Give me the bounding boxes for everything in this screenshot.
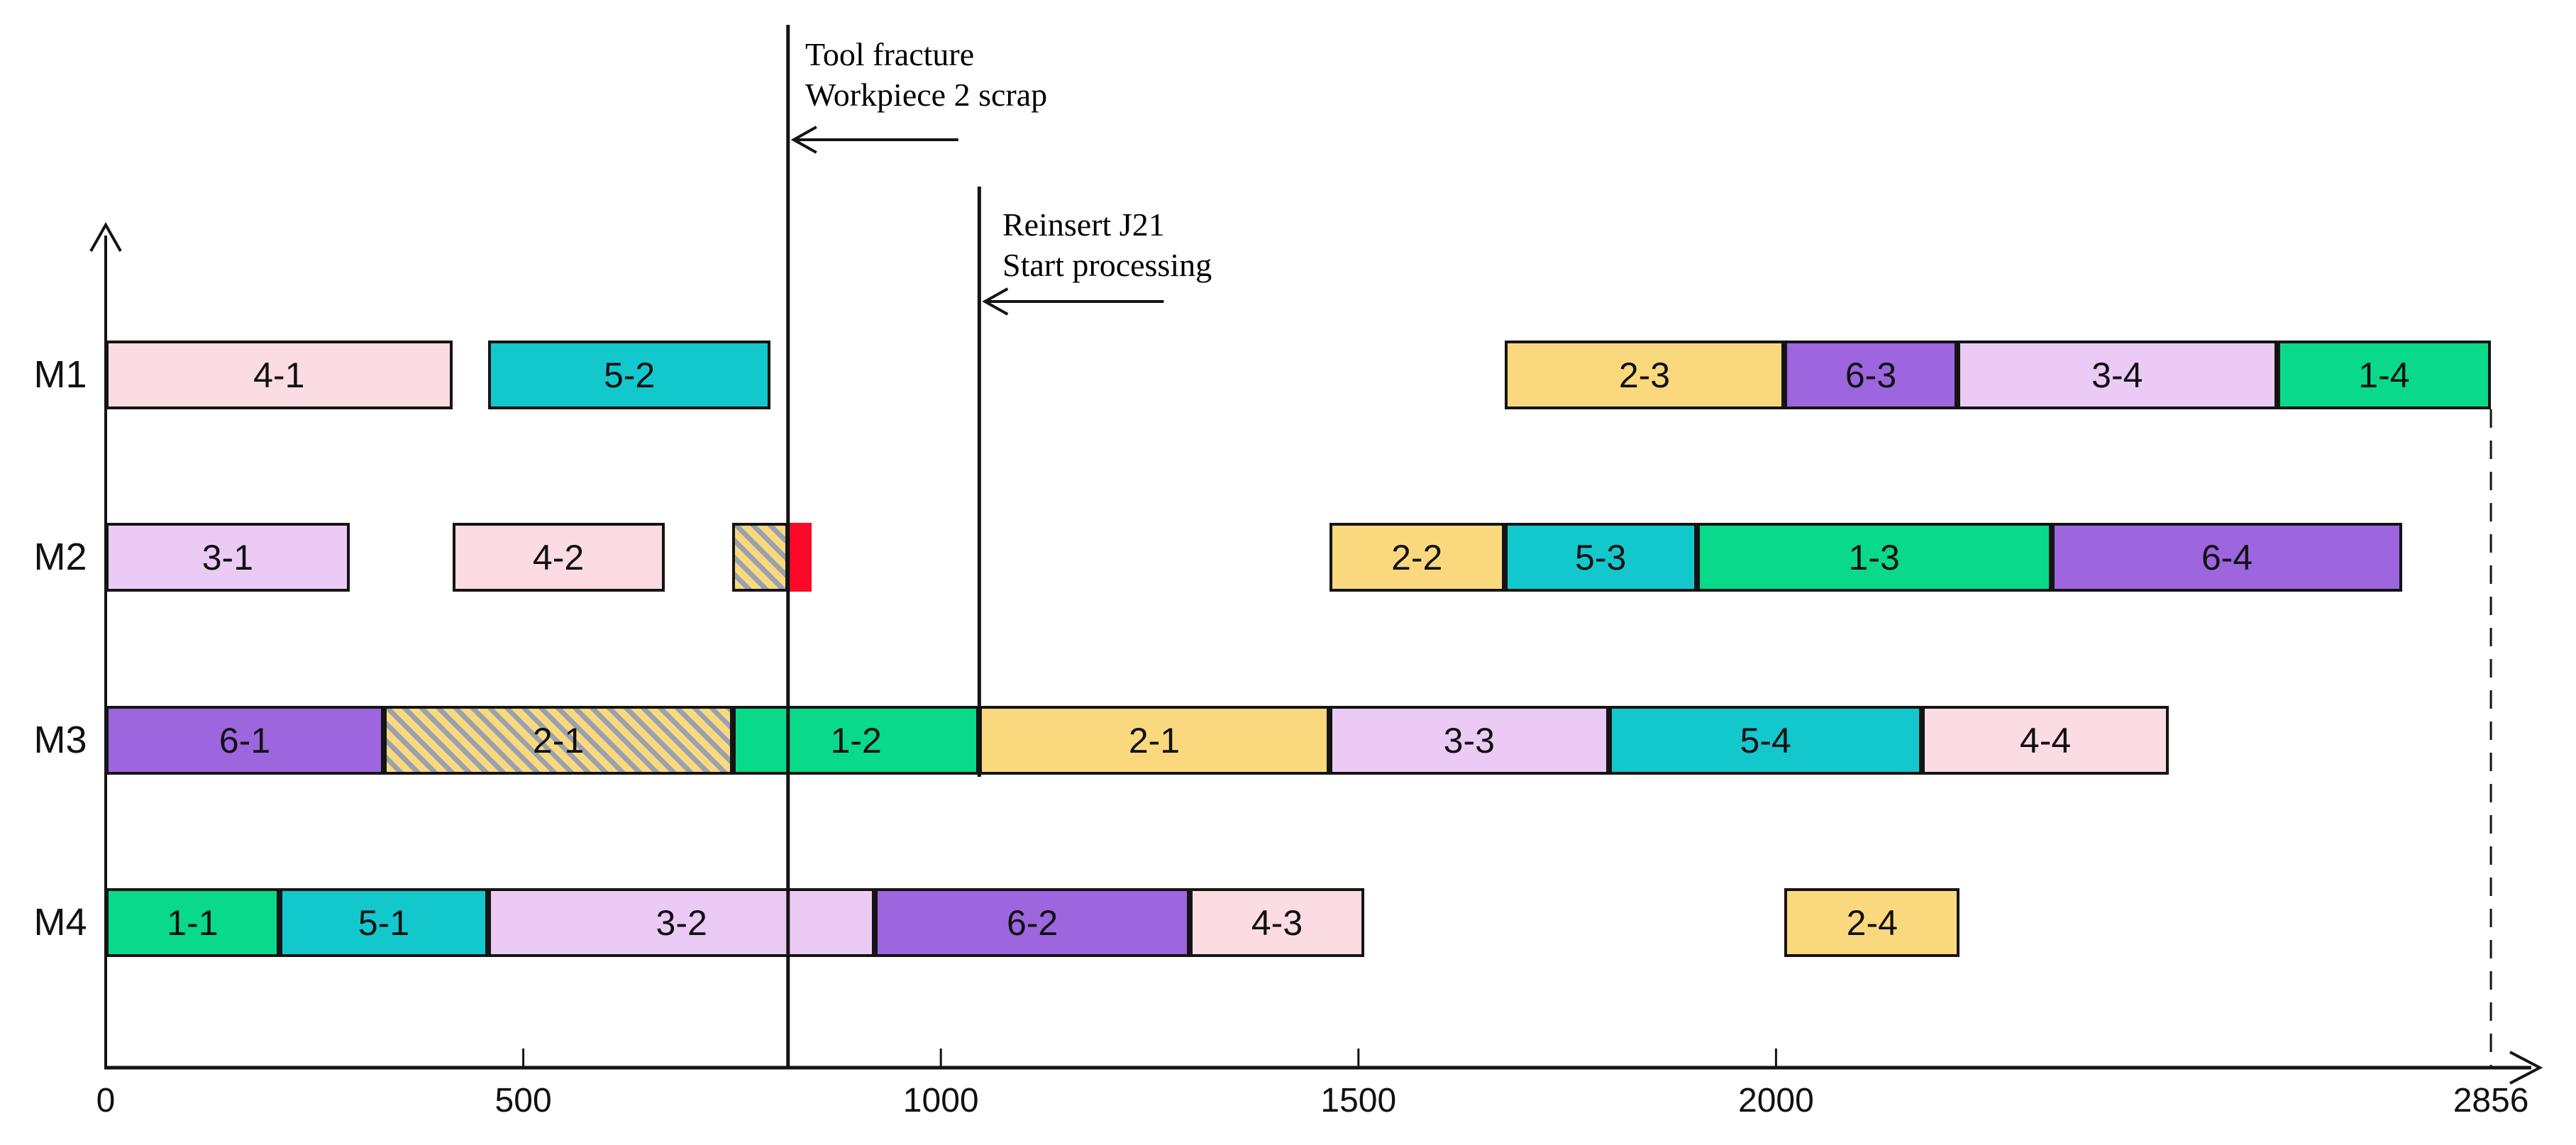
gantt-bar-6-4: 6-4 bbox=[2051, 523, 2403, 592]
gantt-bar-1-3: 1-3 bbox=[1696, 523, 2052, 592]
gantt-bar-2-1: 2-1 bbox=[384, 706, 734, 775]
x-tick-label: 1500 bbox=[1320, 1082, 1397, 1119]
gantt-bar-3-1: 3-1 bbox=[106, 523, 350, 592]
gantt-bar-2-3: 2-3 bbox=[1504, 341, 1785, 409]
gantt-bar-2-1: 2-1 bbox=[979, 706, 1330, 775]
gantt-bar-4-3: 4-3 bbox=[1190, 888, 1365, 957]
gantt-bar-1-2: 1-2 bbox=[733, 706, 980, 775]
gantt-bar-5-1: 5-1 bbox=[279, 888, 489, 957]
x-tick-label: 500 bbox=[494, 1082, 552, 1119]
gantt-bar-1-4: 1-4 bbox=[2277, 341, 2492, 409]
gantt-bar-6-1: 6-1 bbox=[106, 706, 384, 775]
machine-label-m1: M1 bbox=[33, 353, 87, 396]
gantt-bar-4-1: 4-1 bbox=[106, 341, 453, 409]
gantt-bar-5-2: 5-2 bbox=[488, 341, 771, 409]
gantt-bar-5-3: 5-3 bbox=[1504, 523, 1697, 592]
machine-label-m2: M2 bbox=[33, 535, 87, 578]
annotation-text-line: Workpiece 2 scrap bbox=[805, 77, 1048, 113]
x-tick-label: 1000 bbox=[902, 1082, 979, 1119]
annotation-text-line: Start processing bbox=[1002, 247, 1212, 283]
annotation-text-line: Reinsert J21 bbox=[1002, 206, 1165, 243]
annotation-reinsert: Reinsert J21 Start processing bbox=[1002, 204, 1212, 285]
gantt-bar-6-3: 6-3 bbox=[1784, 341, 1957, 409]
machine-label-m3: M3 bbox=[33, 718, 87, 761]
x-tick-label: 2000 bbox=[1738, 1082, 1814, 1119]
gantt-bar-2-2: 2-2 bbox=[1329, 523, 1505, 592]
gantt-bar-3-3: 3-3 bbox=[1329, 706, 1609, 775]
gantt-bar-4-2: 4-2 bbox=[452, 523, 665, 592]
gantt-bar-4-4: 4-4 bbox=[1922, 706, 2169, 775]
gantt-bar-2-4: 2-4 bbox=[1784, 888, 1960, 957]
x-tick-label: 0 bbox=[96, 1082, 116, 1119]
annotation-tool-fracture: Tool fracture Workpiece 2 scrap bbox=[805, 34, 1047, 115]
fracture-red-block bbox=[787, 523, 812, 592]
annotation-text-line: Tool fracture bbox=[805, 36, 975, 72]
gantt-bar-6-2: 6-2 bbox=[875, 888, 1190, 957]
machine-label-m4: M4 bbox=[33, 900, 87, 944]
gantt-bar-1-1: 1-1 bbox=[106, 888, 280, 957]
scrapped-hatched-bar bbox=[731, 523, 788, 592]
gantt-bar-3-4: 3-4 bbox=[1957, 341, 2277, 409]
gantt-bar-5-4: 5-4 bbox=[1608, 706, 1923, 775]
gantt-bar-3-2: 3-2 bbox=[488, 888, 875, 957]
x-tick-label: 2856 bbox=[2453, 1082, 2529, 1119]
